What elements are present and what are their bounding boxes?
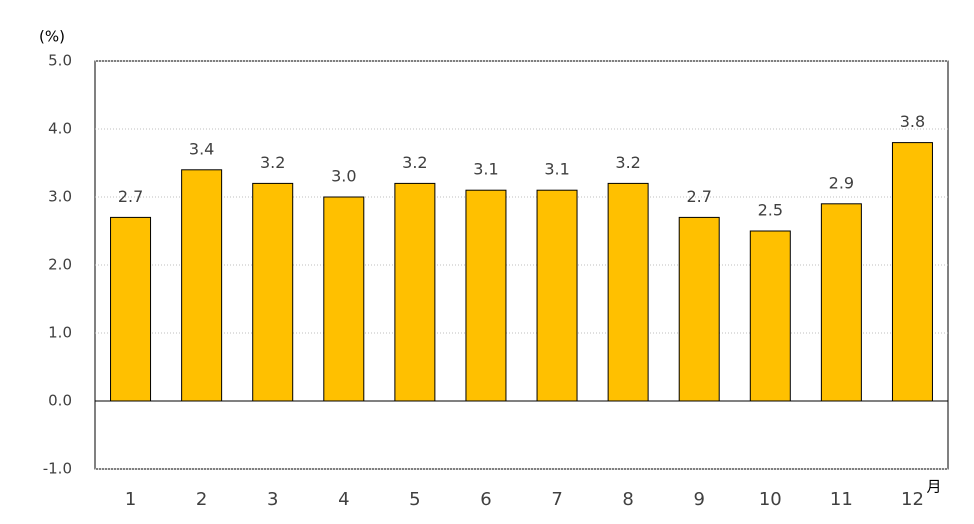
value-label: 3.4	[189, 139, 214, 158]
x-tick-label: 3	[267, 489, 278, 510]
value-label: 3.2	[402, 153, 427, 172]
x-tick-label: 8	[622, 489, 633, 510]
y-tick-label: 4.0	[48, 120, 72, 138]
x-tick-label: 10	[759, 489, 782, 510]
value-label: 3.8	[900, 112, 925, 131]
value-label: 2.5	[758, 201, 783, 220]
value-label: 3.2	[260, 153, 285, 172]
y-tick-label: 2.0	[48, 256, 72, 274]
bar	[607, 182, 649, 402]
x-tick-label: 7	[551, 489, 562, 510]
bar	[465, 189, 507, 402]
y-tick-label: 3.0	[48, 188, 72, 206]
x-tick-label: 11	[830, 489, 853, 510]
x-tick-label: 1	[125, 489, 136, 510]
x-tick-label: 5	[409, 489, 420, 510]
bar	[181, 169, 223, 402]
value-label: 2.7	[686, 187, 711, 206]
bar	[820, 203, 862, 402]
value-label: 3.0	[331, 167, 356, 186]
x-tick-label: 4	[338, 489, 349, 510]
x-tick-label: 9	[693, 489, 704, 510]
y-tick-label: 0.0	[48, 392, 72, 410]
value-label: 2.7	[118, 187, 143, 206]
y-tick-label: 5.0	[48, 52, 72, 70]
bar	[536, 189, 578, 402]
bar	[110, 216, 152, 402]
x-tick-label: 12	[901, 489, 924, 510]
y-tick-label: -1.0	[43, 460, 72, 478]
value-label: 3.1	[544, 160, 569, 179]
value-label: 3.1	[473, 160, 498, 179]
value-label: 2.9	[829, 173, 854, 192]
bar	[749, 230, 791, 402]
bar	[891, 142, 933, 402]
x-tick-label: 2	[196, 489, 207, 510]
x-tick-label: 6	[480, 489, 491, 510]
y-unit: (%)	[39, 28, 65, 46]
bar	[323, 196, 365, 402]
bar	[678, 216, 720, 402]
bar	[252, 182, 294, 402]
bar	[394, 182, 436, 402]
y-tick-label: 1.0	[48, 324, 72, 342]
x-unit: 月	[926, 478, 941, 496]
value-label: 3.2	[615, 153, 640, 172]
